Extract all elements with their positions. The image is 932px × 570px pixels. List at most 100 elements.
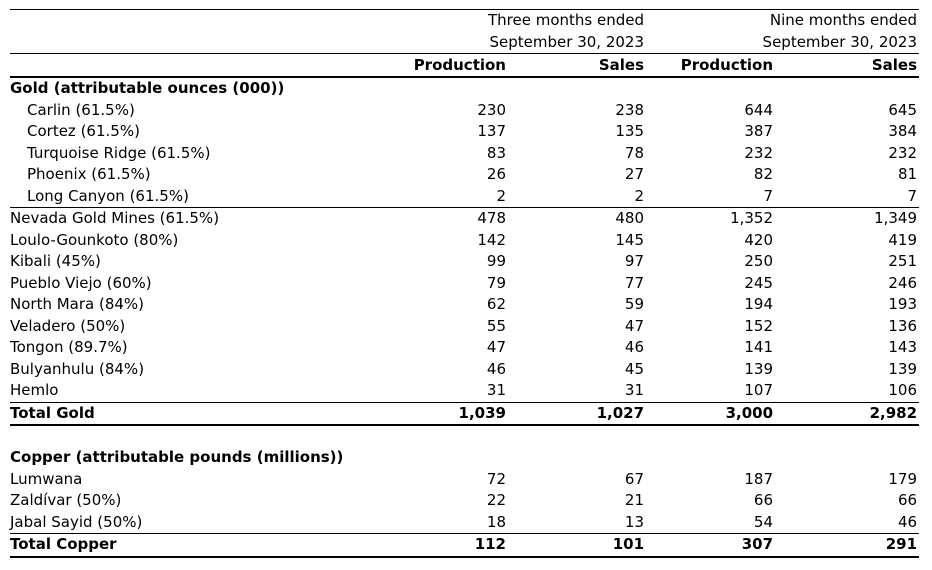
table-row: Long Canyon (61.5%) 2 2 7 7: [10, 186, 919, 208]
cell-value: 55: [486, 316, 506, 335]
row-label: Pueblo Viejo (60%): [10, 273, 152, 292]
section-header: Copper (attributable pounds (millions)): [10, 448, 344, 466]
cell-value: 143: [888, 338, 918, 356]
table-row: Cortez (61.5%) 137 135 387 384: [10, 121, 919, 143]
cell-value: 66: [753, 491, 774, 509]
cell-value: 141: [744, 338, 774, 356]
cell-value: 230: [477, 100, 506, 119]
cell-value: 46: [624, 338, 645, 356]
row-label: Turquoise Ridge (61.5%): [27, 143, 211, 162]
cell-value: 66: [897, 491, 918, 509]
period-line-2: September 30, 2023: [762, 32, 918, 51]
cell-value: 78: [624, 143, 645, 162]
cell-value: 81: [897, 165, 918, 183]
total-value: 101: [508, 533, 647, 558]
cell-value: 18: [486, 512, 506, 531]
cell-value: 79: [486, 273, 506, 292]
cell-value: 251: [888, 252, 918, 270]
cell-value: 139: [888, 359, 918, 378]
total-value: 3,000: [646, 401, 776, 426]
cell-value: 26: [486, 165, 506, 183]
corner-empty-cell: [10, 9, 400, 54]
column-header-row: Production Sales Production Sales: [10, 53, 920, 78]
cell-value: 2: [634, 186, 645, 205]
cell-value: 419: [888, 230, 918, 249]
total-label: Total Gold: [10, 401, 400, 426]
table-row: Loulo-Gounkoto (80%) 142 145 420 419: [10, 230, 919, 252]
cell-value: 13: [624, 512, 645, 531]
row-label: Nevada Gold Mines (61.5%): [10, 207, 400, 230]
table-row: Pueblo Viejo (60%) 79 77 245 246: [10, 273, 919, 295]
table-row: Tongon (89.7%) 47 46 141 143: [10, 337, 919, 359]
total-row: Total Copper 112 101 307 291: [10, 533, 920, 558]
table-row: North Mara (84%) 62 59 194 193: [10, 294, 919, 316]
production-sales-table: Three months ended September 30, 2023 Nin…: [10, 9, 920, 558]
total-value: 1,027: [508, 401, 647, 426]
period-line-1: Nine months ended: [769, 11, 918, 29]
cell-value: 54: [753, 512, 774, 531]
row-label: Carlin (61.5%): [27, 100, 135, 119]
section-header: Gold (attributable ounces (000)): [10, 79, 285, 97]
period-three-months-header: Three months ended September 30, 2023: [400, 9, 647, 54]
cell-value: 232: [888, 143, 918, 162]
cell-value: 27: [624, 165, 645, 183]
total-value: 112: [400, 533, 508, 558]
cell-value: 7: [763, 186, 774, 205]
row-label: Hemlo: [10, 381, 59, 399]
spacer-row: [10, 425, 919, 447]
cell-value: 135: [615, 122, 645, 140]
cell-value: 31: [624, 381, 645, 399]
table-row: Lumwana 72 67 187 179: [10, 469, 919, 491]
cell-value: 46: [486, 359, 506, 378]
cell-value: 152: [744, 316, 774, 335]
total-label: Total Copper: [10, 533, 400, 558]
column-header-production-9m: Production: [646, 53, 776, 78]
cell-value: 194: [744, 295, 774, 313]
table-row: Veladero (50%) 55 47 152 136: [10, 316, 919, 338]
cell-value: 21: [624, 491, 645, 509]
cell-value: 46: [897, 512, 918, 531]
cell-value: 480: [508, 207, 647, 230]
total-value: 307: [646, 533, 776, 558]
table-row: Nevada Gold Mines (61.5%) 478 480 1,352 1,34…: [10, 207, 920, 230]
row-label: Loulo-Gounkoto (80%): [10, 230, 179, 249]
row-label: Tongon (89.7%): [10, 338, 128, 356]
cell-value: 142: [477, 230, 506, 249]
table-row: Jabal Sayid (50%) 18 13 54 46: [10, 512, 919, 534]
cell-value: 420: [744, 230, 774, 249]
row-label: Cortez (61.5%): [27, 122, 140, 140]
cell-value: 82: [753, 165, 774, 183]
row-label: Lumwana: [10, 469, 83, 488]
period-header-row: Three months ended September 30, 2023 Nin…: [10, 9, 920, 54]
row-label: Zaldívar (50%): [10, 491, 122, 509]
cell-value: 67: [624, 469, 645, 488]
row-label: Bulyanhulu (84%): [10, 359, 145, 378]
cell-value: 1,349: [775, 207, 920, 230]
table-row: Carlin (61.5%) 230 238 644 645: [10, 100, 919, 122]
total-value: 1,039: [400, 401, 508, 426]
cell-value: 193: [888, 295, 918, 313]
row-label: Long Canyon (61.5%): [27, 186, 189, 205]
table-row: Zaldívar (50%) 22 21 66 66: [10, 490, 919, 512]
cell-value: 245: [744, 273, 774, 292]
cell-value: 187: [744, 469, 774, 488]
cell-value: 645: [888, 100, 918, 119]
total-value: 2,982: [775, 401, 920, 426]
column-header-production-3m: Production: [400, 53, 508, 78]
cell-value: 107: [744, 381, 774, 399]
table-row: Bulyanhulu (84%) 46 45 139 139: [10, 359, 919, 381]
section-header-row: Copper (attributable pounds (millions)): [10, 447, 919, 469]
cell-value: 246: [888, 273, 918, 292]
row-label: Phoenix (61.5%): [27, 165, 151, 183]
cell-value: 1,352: [646, 207, 776, 230]
cell-value: 62: [486, 295, 506, 313]
table-row: Kibali (45%) 99 97 250 251: [10, 251, 919, 273]
cell-value: 644: [744, 100, 774, 119]
cell-value: 97: [624, 252, 645, 270]
cell-value: 22: [486, 491, 506, 509]
cell-value: 478: [400, 207, 508, 230]
cell-value: 83: [486, 143, 506, 162]
cell-value: 59: [624, 295, 645, 313]
cell-value: 31: [486, 381, 506, 399]
